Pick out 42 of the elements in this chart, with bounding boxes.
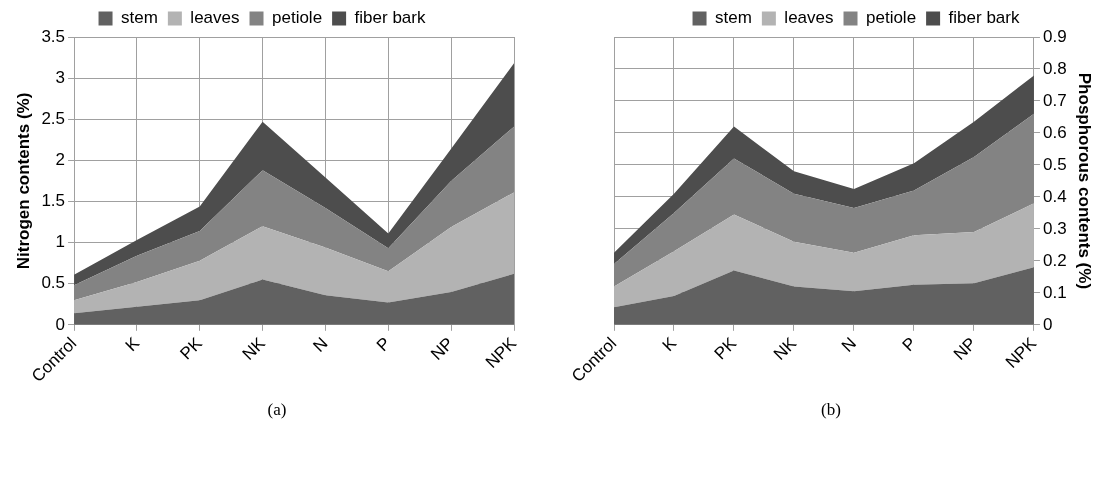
y-tick-label: 2.5 — [41, 108, 66, 128]
legend-label: stem — [121, 8, 158, 28]
y2-tick-label: 0.9 — [1042, 26, 1067, 46]
legend-label: stem — [715, 8, 752, 28]
x-tick-label: K — [121, 333, 144, 356]
x-tick-label: NP — [427, 333, 458, 364]
y-tick-label: 0.5 — [41, 273, 66, 293]
x-tick-label: K — [658, 333, 681, 356]
legend-label: leaves — [784, 8, 834, 28]
y2-axis-title: Phosphorous contents (%) — [1075, 72, 1095, 290]
text: (a) — [266, 400, 288, 420]
y2-tick-label: 0.5 — [1042, 154, 1067, 174]
x-tick-label: P — [372, 333, 395, 356]
y2-tick-label: 0.4 — [1042, 186, 1067, 206]
legend-label: fiber bark — [354, 8, 426, 28]
legend-label: leaves — [190, 8, 240, 28]
text: (b) — [820, 400, 842, 420]
x-tick-label: NP — [949, 333, 981, 364]
legend-label: petiole — [272, 8, 323, 28]
x-tick-label: NK — [238, 333, 270, 364]
x-tick-label: P — [898, 333, 921, 356]
y2-tick-label: 0.2 — [1042, 250, 1067, 270]
y2-tick-label: 0.8 — [1042, 58, 1067, 78]
x-tick-label: PK — [176, 333, 207, 364]
x-tick-label: N — [838, 333, 861, 356]
x-tick-label: PK — [710, 333, 741, 364]
legend-label: petiole — [866, 8, 917, 28]
x-tick-label: NK — [769, 333, 801, 364]
x-tick-label: N — [309, 333, 332, 356]
y-tick-label: 3 — [55, 67, 66, 87]
y-tick-label: 1 — [55, 232, 66, 252]
y2-tick-label: 0.1 — [1042, 282, 1067, 302]
y-axis-title: Nitrogen contents (%) — [13, 92, 33, 270]
legend-label: fiber bark — [948, 8, 1020, 28]
y-tick-label: 0 — [55, 314, 66, 334]
y2-tick-label: 0.3 — [1042, 218, 1067, 238]
y2-tick-label: 0 — [1042, 314, 1053, 334]
y2-tick-label: 0.6 — [1042, 122, 1067, 142]
y-tick-label: 2 — [55, 150, 66, 170]
y-tick-label: 3.5 — [41, 26, 66, 46]
y-tick-label: 1.5 — [41, 191, 66, 211]
y2-tick-label: 0.7 — [1042, 90, 1067, 110]
